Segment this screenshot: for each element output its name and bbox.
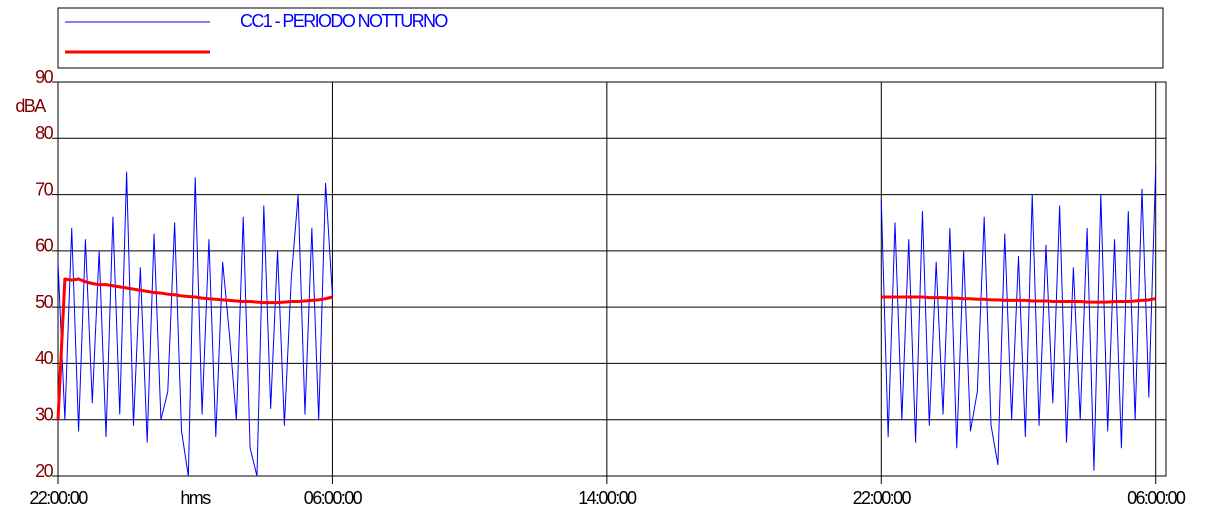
y-tick-label: 50	[35, 292, 53, 312]
legend-box	[57, 7, 1164, 69]
y-tick-label: 80	[35, 123, 53, 143]
x-axis-label: hms	[180, 488, 211, 508]
x-tick-label: 06:00:00	[304, 488, 363, 508]
y-tick-label: 60	[35, 236, 53, 256]
series-line	[57, 166, 1157, 477]
y-axis-label: dBA	[15, 96, 46, 116]
series-line	[56, 277, 1156, 420]
y-tick-label: 20	[35, 461, 53, 481]
x-tick-label: 22:00:00	[29, 488, 88, 508]
y-tick-label: 40	[35, 348, 53, 368]
x-tick-label: 14:00:00	[578, 488, 637, 508]
x-tick-label: 06:00:00	[1127, 488, 1186, 508]
plot-frame	[57, 81, 1167, 477]
y-tick-label: 70	[35, 179, 53, 199]
legend-label: CC1 - PERIODO NOTTURNO	[240, 11, 448, 31]
y-tick-label: 30	[35, 404, 53, 424]
x-tick-label: 22:00:00	[853, 488, 912, 508]
y-tick-label: 90	[35, 67, 53, 87]
